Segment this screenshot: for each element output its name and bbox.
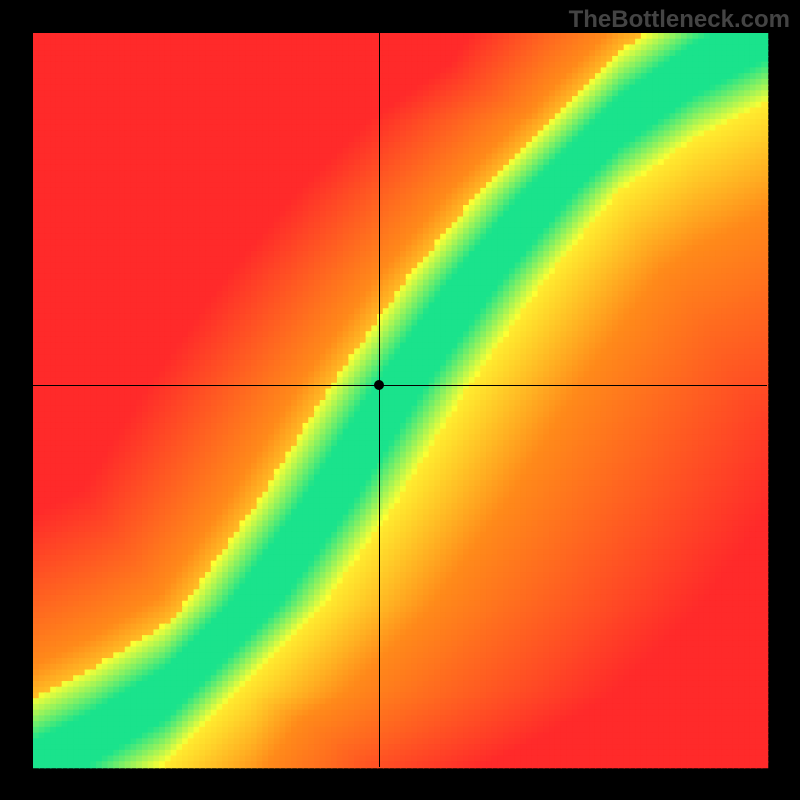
watermark-text: TheBottleneck.com [569,6,790,34]
selection-marker [374,380,384,390]
bottleneck-heatmap [0,0,800,800]
crosshair-horizontal [33,385,767,386]
crosshair-vertical [379,33,380,767]
chart-container: TheBottleneck.com [0,0,800,800]
